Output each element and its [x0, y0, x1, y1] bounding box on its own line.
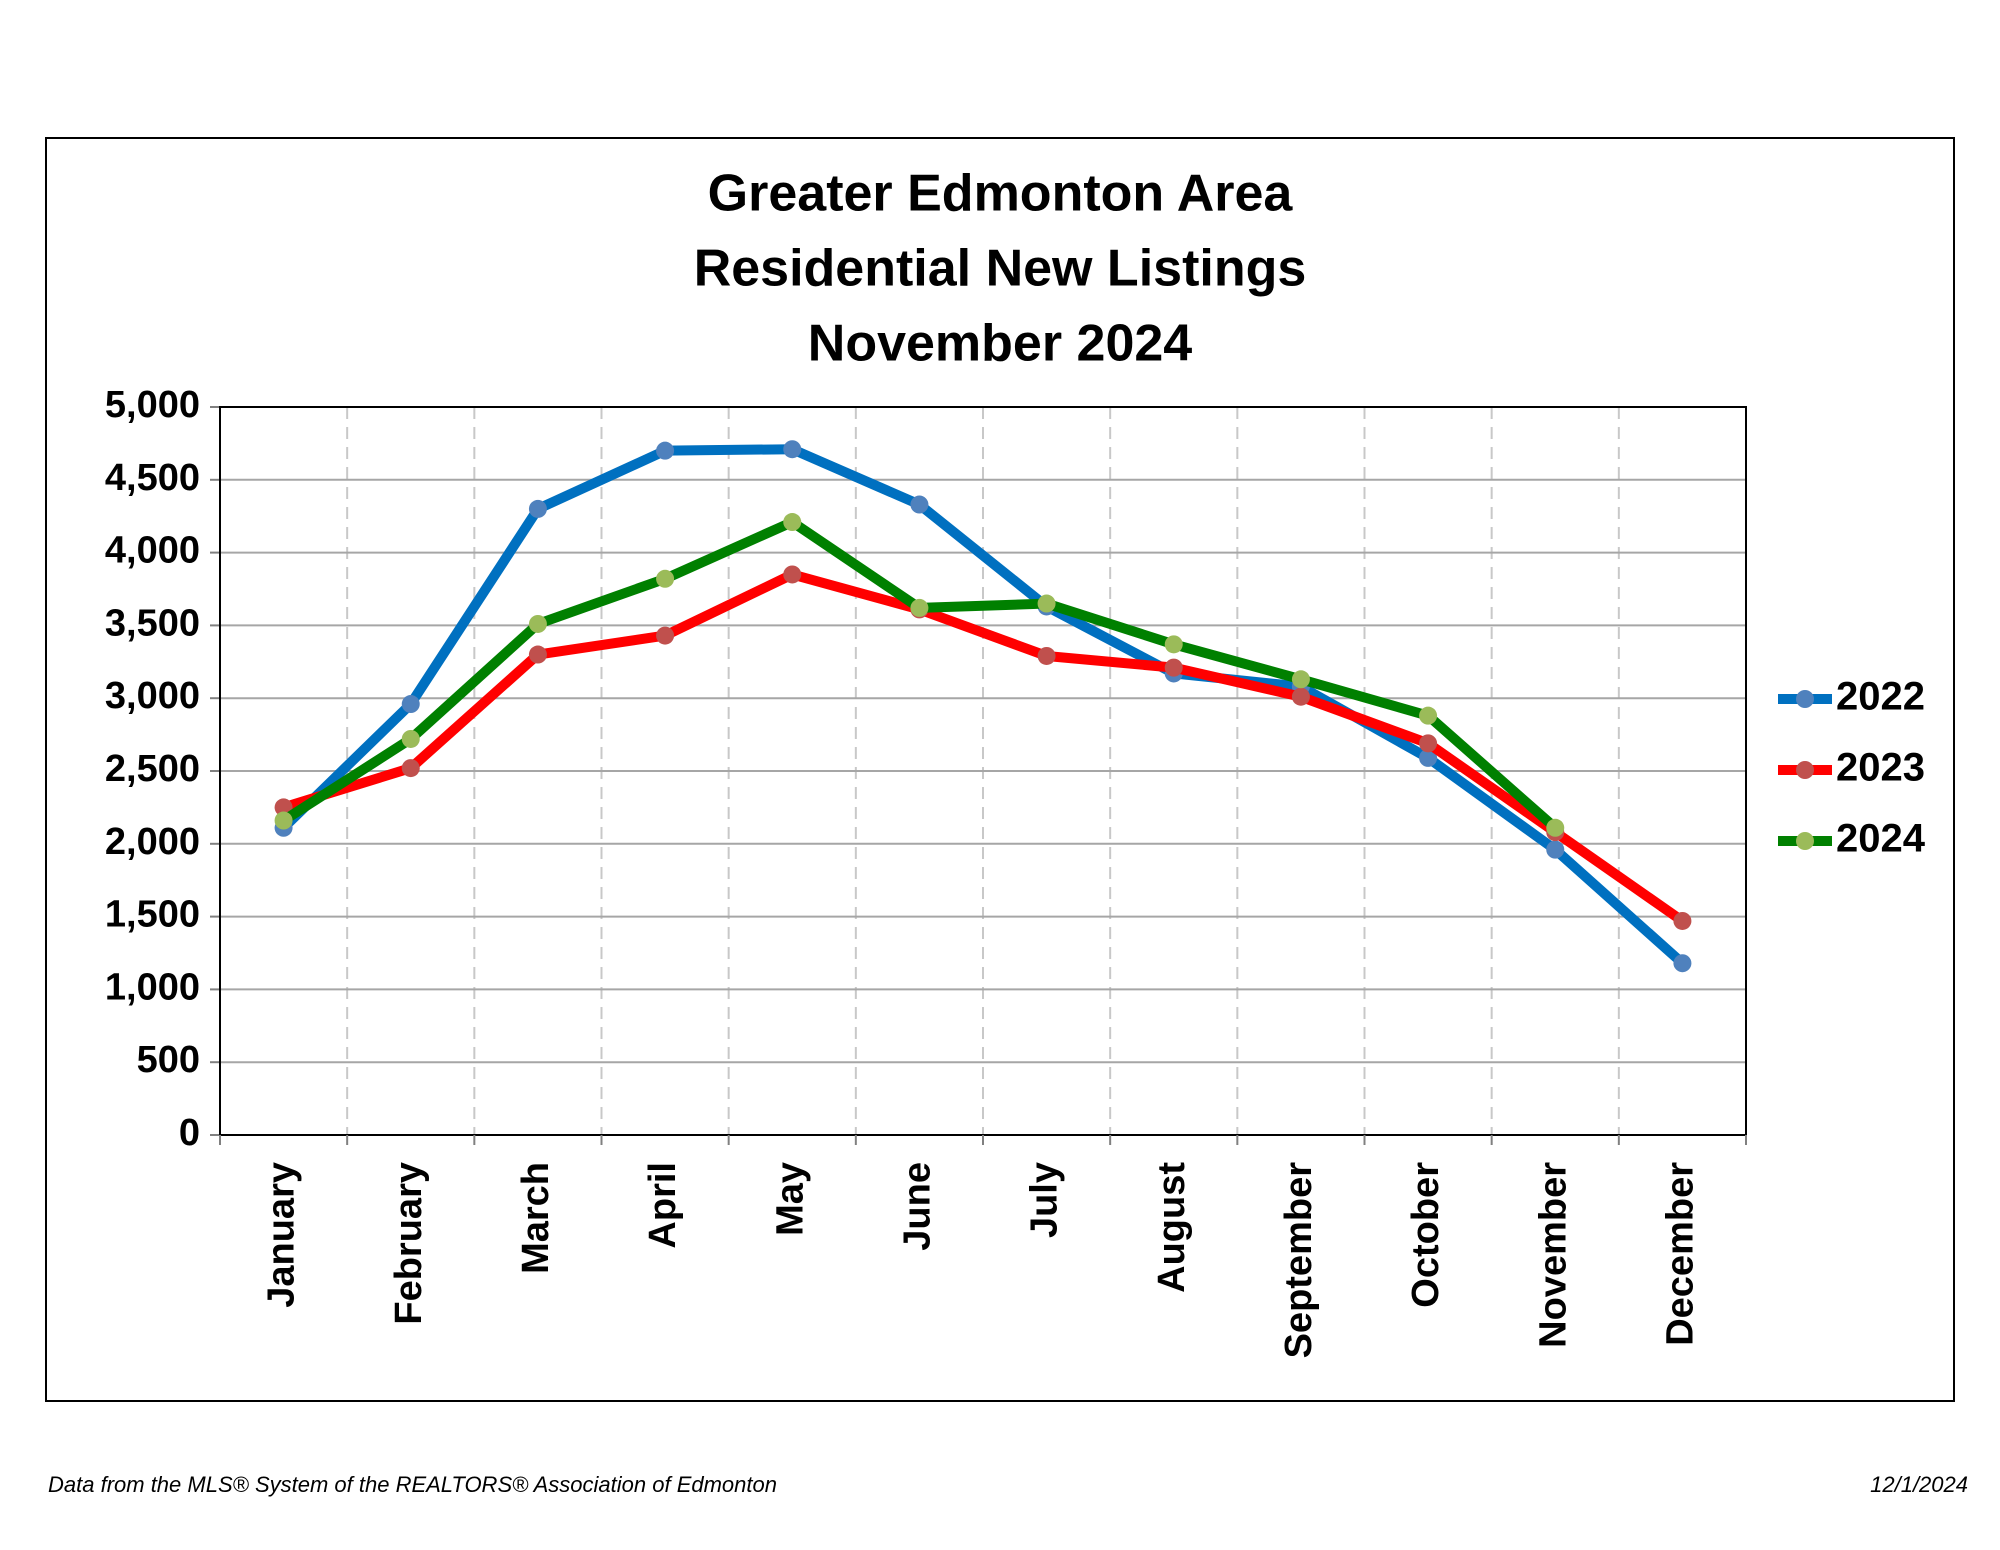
footer-source: Data from the MLS® System of the REALTOR…	[48, 1472, 777, 1497]
x-tick-label: March	[515, 1162, 557, 1274]
chart-title: Greater Edmonton Area	[708, 165, 1294, 223]
data-point	[1291, 687, 1310, 706]
chart-title: Residential New Listings	[694, 240, 1307, 298]
data-point	[528, 645, 547, 664]
data-point	[274, 811, 293, 830]
data-point	[783, 565, 802, 584]
y-tick-label: 4,500	[105, 457, 200, 499]
data-point	[1419, 734, 1438, 753]
legend-label: 2023	[1836, 746, 1925, 790]
data-point	[1037, 646, 1056, 665]
data-point	[783, 440, 802, 459]
data-point	[1164, 658, 1183, 677]
data-point	[401, 695, 420, 714]
data-point	[910, 598, 929, 617]
data-point	[910, 495, 929, 514]
y-tick-label: 5,000	[105, 384, 200, 426]
y-tick-label: 3,000	[105, 675, 200, 717]
x-tick-label: January	[261, 1162, 303, 1308]
legend-swatch-marker	[1796, 761, 1814, 779]
data-point	[401, 759, 420, 778]
legend-swatch-marker	[1796, 832, 1814, 850]
data-point	[656, 626, 675, 645]
data-point	[1164, 635, 1183, 654]
y-tick-label: 3,500	[105, 602, 200, 644]
legend-swatch-marker	[1796, 690, 1814, 708]
footer-date: 12/1/2024	[1870, 1472, 1968, 1497]
x-tick-label: November	[1532, 1162, 1574, 1348]
data-point	[783, 513, 802, 532]
legend-label: 2024	[1836, 817, 1926, 861]
data-point	[401, 729, 420, 748]
y-tick-label: 0	[179, 1112, 200, 1154]
data-point	[656, 441, 675, 460]
x-tick-label: September	[1278, 1162, 1320, 1359]
chart-title: November 2024	[808, 315, 1193, 373]
data-point	[1673, 911, 1692, 930]
y-tick-label: 1,000	[105, 966, 200, 1008]
data-point	[1291, 670, 1310, 689]
y-tick-label: 1,500	[105, 894, 200, 936]
data-point	[528, 499, 547, 518]
data-point	[1673, 954, 1692, 973]
data-point	[1419, 706, 1438, 725]
data-point	[528, 614, 547, 633]
y-tick-label: 500	[137, 1039, 200, 1081]
y-tick-label: 2,000	[105, 821, 200, 863]
data-point	[656, 569, 675, 588]
x-tick-label: June	[896, 1162, 938, 1251]
x-tick-label: May	[769, 1162, 811, 1236]
x-tick-label: April	[642, 1162, 684, 1249]
x-tick-label: December	[1659, 1162, 1701, 1346]
legend-label: 2022	[1836, 675, 1925, 719]
y-tick-label: 4,000	[105, 530, 200, 572]
data-point	[1546, 818, 1565, 837]
y-tick-label: 2,500	[105, 748, 200, 790]
data-point	[1419, 748, 1438, 767]
series-line	[282, 569, 1686, 926]
series-line	[280, 444, 1686, 967]
data-point	[1037, 594, 1056, 613]
x-tick-label: August	[1151, 1162, 1193, 1293]
x-tick-label: February	[388, 1162, 430, 1325]
x-tick-label: July	[1024, 1162, 1066, 1238]
data-point	[1546, 840, 1565, 859]
x-tick-label: October	[1405, 1162, 1447, 1308]
